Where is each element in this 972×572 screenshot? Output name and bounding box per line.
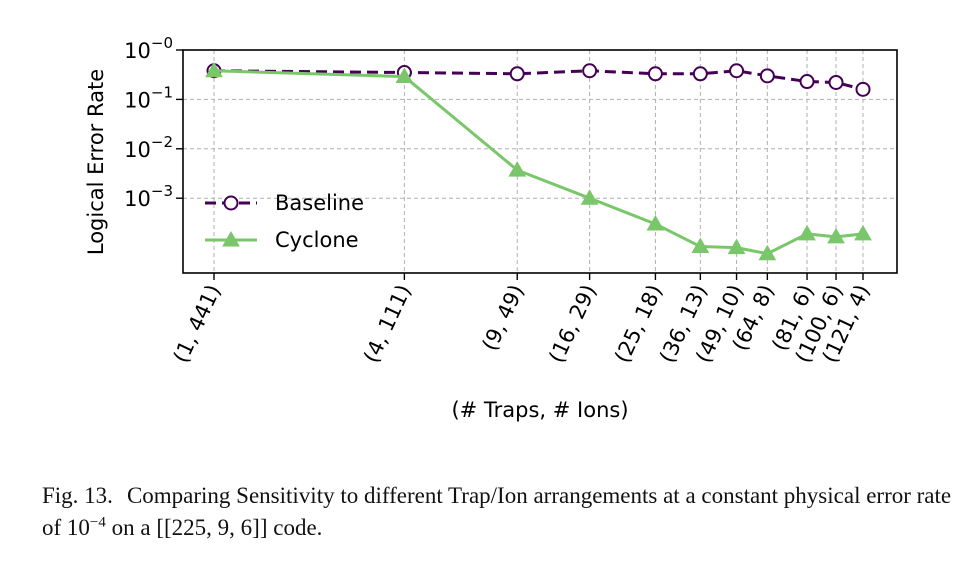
x-axis: (1, 441) (4, 111) (9, 49) (16, 29) (25, 18)(… [169, 273, 875, 367]
figure-caption: Fig. 13. Comparing Sensitivity to differe… [42, 480, 952, 544]
baseline-point [647, 66, 663, 82]
x-tick-label: (4, 111) [359, 281, 416, 367]
baseline-point [582, 63, 598, 79]
cyclone-point [508, 161, 527, 177]
cyclone-line [213, 69, 864, 256]
y-tick-label: 10−0 [124, 34, 173, 63]
baseline-point [799, 74, 815, 90]
cyclone-point [395, 67, 414, 84]
y-tick-label: 10−3 [124, 182, 173, 211]
x-axis-label: (# Traps, # Ions) [451, 398, 628, 422]
caption-label: Fig. 13. [42, 483, 113, 508]
baseline-point [692, 66, 708, 82]
plot-frame [182, 49, 898, 274]
y-axis-label: Logical Error Rate [84, 69, 108, 255]
baseline-point [759, 68, 775, 84]
cyclone-point [646, 215, 665, 231]
cyclone-point [727, 238, 746, 255]
cyclone-point [854, 224, 872, 241]
y-tick-label: 10−1 [124, 83, 173, 112]
cyclone-point [827, 227, 845, 244]
baseline-point [729, 63, 745, 79]
caption-text: Comparing Sensitivity to different Trap/… [42, 483, 952, 540]
caption-exponent: −4 [89, 514, 106, 531]
baseline-point [855, 81, 871, 97]
x-tick-label: (9, 49) [477, 281, 528, 354]
legend: Baseline Cyclone [205, 191, 364, 252]
y-tick-label: 10−2 [124, 133, 173, 162]
cyclone-point [580, 189, 599, 205]
y-axis: 10−0 10−1 10−2 10−3 [124, 34, 183, 211]
cyclone-point [691, 237, 710, 254]
caption-text-end: on a [[225, 9, 6]] code. [105, 515, 323, 540]
series-layer [205, 61, 872, 261]
cyclone-point [758, 244, 777, 261]
baseline-point [828, 74, 844, 90]
x-tick-label: (16, 29) [544, 281, 601, 367]
legend-label-cyclone: Cyclone [275, 228, 359, 252]
x-tick-label: (1, 441) [169, 281, 226, 367]
cyclone-point [798, 224, 816, 241]
legend-label-baseline: Baseline [275, 191, 364, 215]
baseline-point [509, 66, 525, 82]
cyclone-point [205, 61, 223, 78]
legend-marker-cyclone [222, 230, 240, 247]
legend-marker-baseline [223, 195, 239, 211]
